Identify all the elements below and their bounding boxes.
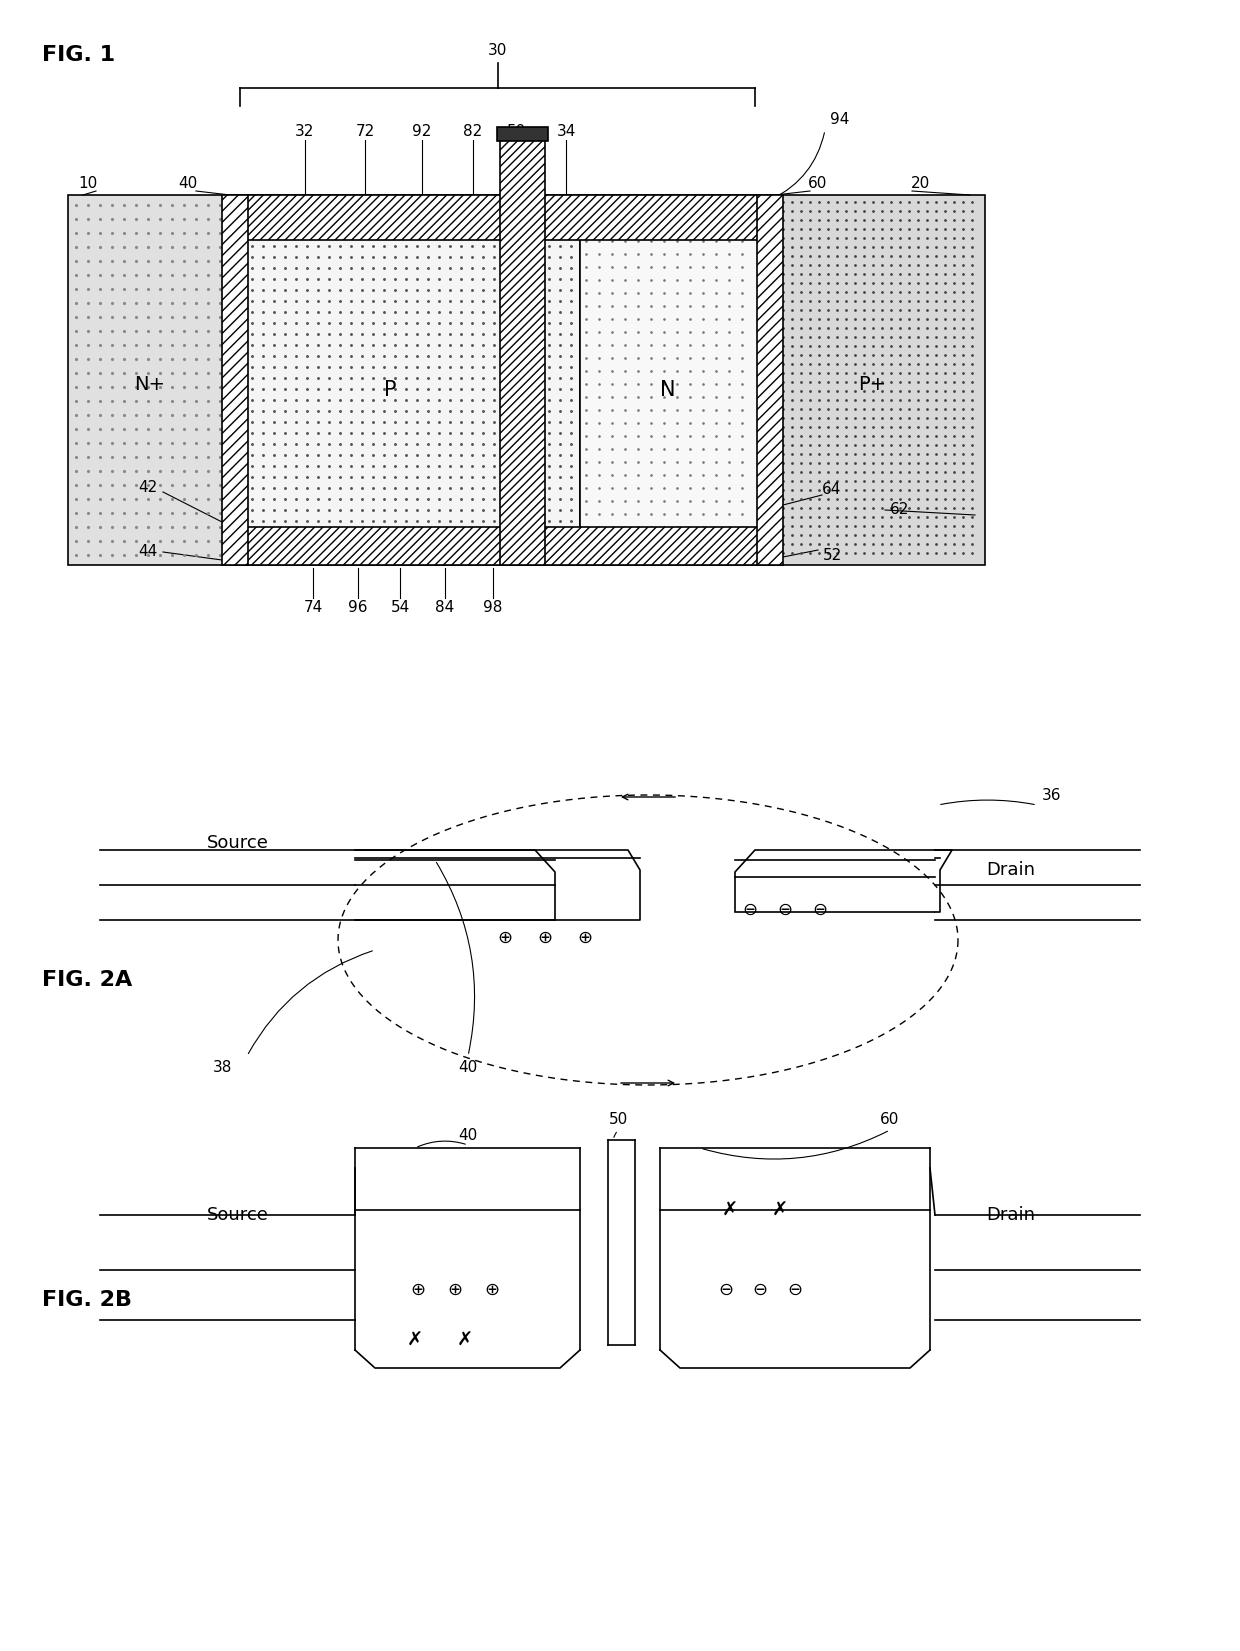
Text: 38: 38 bbox=[212, 1060, 232, 1075]
Text: 54: 54 bbox=[391, 601, 409, 616]
Text: 52: 52 bbox=[823, 548, 843, 563]
Text: ⊕: ⊕ bbox=[485, 1281, 500, 1299]
Text: 50: 50 bbox=[507, 124, 527, 139]
Text: Source: Source bbox=[207, 1205, 269, 1223]
Text: 40: 40 bbox=[459, 1128, 477, 1142]
Text: 32: 32 bbox=[295, 124, 315, 139]
Bar bbox=[497, 127, 548, 140]
Text: N+: N+ bbox=[134, 375, 165, 395]
Text: ⊕: ⊕ bbox=[497, 930, 512, 948]
Bar bbox=[756, 195, 782, 565]
Bar bbox=[236, 527, 760, 565]
Text: ⊖: ⊖ bbox=[777, 901, 792, 920]
Text: Source: Source bbox=[207, 834, 269, 852]
Text: FIG. 1: FIG. 1 bbox=[42, 45, 115, 64]
Text: FIG. 2B: FIG. 2B bbox=[42, 1289, 131, 1309]
Text: 20: 20 bbox=[910, 175, 930, 190]
Text: 34: 34 bbox=[557, 124, 575, 139]
Bar bbox=[760, 195, 985, 565]
Text: 98: 98 bbox=[484, 601, 502, 616]
Text: 94: 94 bbox=[830, 112, 849, 127]
Text: 42: 42 bbox=[139, 479, 157, 495]
Text: 10: 10 bbox=[78, 175, 98, 190]
Text: 82: 82 bbox=[464, 124, 482, 139]
Bar bbox=[580, 195, 760, 565]
Text: 64: 64 bbox=[822, 482, 842, 497]
Text: ⊖: ⊖ bbox=[812, 901, 827, 920]
Text: P: P bbox=[383, 380, 397, 400]
Text: 36: 36 bbox=[1042, 788, 1061, 802]
Text: ⊕: ⊕ bbox=[448, 1281, 463, 1299]
Text: Drain: Drain bbox=[986, 862, 1035, 878]
Text: ⊖: ⊖ bbox=[787, 1281, 802, 1299]
Text: 92: 92 bbox=[413, 124, 432, 139]
Text: ✗: ✗ bbox=[771, 1200, 789, 1220]
Text: 30: 30 bbox=[487, 43, 507, 58]
Text: ⊖: ⊖ bbox=[753, 1281, 768, 1299]
Text: 60: 60 bbox=[880, 1113, 900, 1128]
Text: Drain: Drain bbox=[986, 1205, 1035, 1223]
Bar bbox=[222, 195, 248, 565]
Text: ⊕: ⊕ bbox=[410, 1281, 425, 1299]
Text: ✗: ✗ bbox=[407, 1331, 423, 1349]
Bar bbox=[68, 195, 236, 565]
Text: 40: 40 bbox=[179, 175, 197, 190]
Text: 62: 62 bbox=[890, 502, 910, 517]
Text: 44: 44 bbox=[139, 545, 157, 560]
Text: 40: 40 bbox=[459, 1060, 477, 1075]
Text: ⊖: ⊖ bbox=[743, 901, 758, 920]
Text: N: N bbox=[660, 380, 676, 400]
Text: FIG. 2A: FIG. 2A bbox=[42, 971, 133, 991]
Text: 96: 96 bbox=[348, 601, 368, 616]
Text: 50: 50 bbox=[609, 1113, 627, 1128]
Text: 72: 72 bbox=[356, 124, 374, 139]
Bar bbox=[236, 195, 580, 565]
Text: 84: 84 bbox=[435, 601, 455, 616]
Text: ✗: ✗ bbox=[456, 1331, 474, 1349]
Text: ⊕: ⊕ bbox=[537, 930, 553, 948]
Text: 60: 60 bbox=[808, 175, 827, 190]
Text: P+: P+ bbox=[858, 375, 887, 395]
Bar bbox=[236, 195, 760, 239]
Text: ⊕: ⊕ bbox=[578, 930, 593, 948]
Bar bbox=[500, 140, 546, 565]
Text: ✗: ✗ bbox=[722, 1200, 738, 1220]
Text: ⊖: ⊖ bbox=[718, 1281, 734, 1299]
Text: 74: 74 bbox=[304, 601, 322, 616]
